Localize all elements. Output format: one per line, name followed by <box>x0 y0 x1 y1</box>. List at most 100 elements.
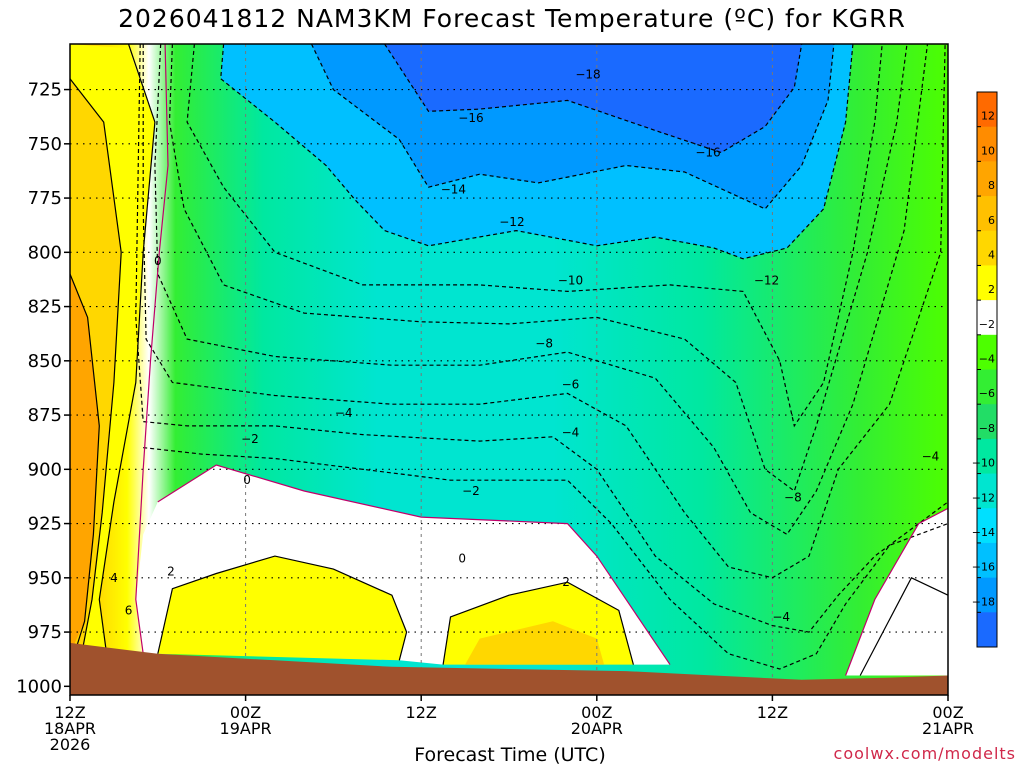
band-cold-18 <box>384 44 802 153</box>
y-tick-label-1000: 1000 <box>16 676 62 697</box>
contour-label-15: −2 <box>462 484 480 498</box>
y-tick-label-725: 725 <box>28 80 62 101</box>
contour-label-3: −14 <box>441 182 466 196</box>
contour-plus4 <box>69 78 122 654</box>
contour-label-21: 4 <box>110 571 118 585</box>
contour-lines <box>69 43 949 676</box>
colorbar-label-13: −16 <box>972 561 995 574</box>
contour-minus8 <box>154 43 929 536</box>
contour-label-6: −10 <box>558 274 583 288</box>
band-white-low <box>135 465 671 665</box>
contour-minus18 <box>384 43 803 154</box>
contour-label-16: 0 <box>243 473 251 487</box>
y-tick-label-925: 925 <box>28 514 62 535</box>
x-tick-label-12-0: 00Z <box>230 703 261 722</box>
ground-surface <box>70 642 948 695</box>
band-warm-low1 <box>157 556 407 661</box>
x-tick-label-60-0: 00Z <box>932 703 963 722</box>
ground-fill <box>70 642 948 695</box>
contour-label-1: −16 <box>458 111 483 125</box>
contour-label-4: −12 <box>499 215 524 229</box>
colorbar-swatch-12 <box>977 508 997 544</box>
colorbar-swatch-7 <box>977 334 997 370</box>
colorbar-swatch-11 <box>977 473 997 509</box>
band-white-right <box>845 508 948 676</box>
contour-minus16 <box>310 43 835 210</box>
contour-plus2-c <box>859 577 949 676</box>
x-axis-label: Forecast Time (UTC) <box>414 744 606 766</box>
colorbar-label-3: 6 <box>988 214 995 227</box>
colorbar-swatch-8 <box>977 369 997 405</box>
contour-label-12: −4 <box>772 610 790 624</box>
contour-minus10 <box>168 43 908 492</box>
colorbar-swatch-15 <box>977 612 997 648</box>
contour-zero-a <box>157 464 671 665</box>
contour-minus6 <box>142 43 946 579</box>
colorbar: 12 10 8 6 4 2 −2 −4 −6 −8 −10 −12 −14 −16 −18 <box>972 91 998 648</box>
x-tick-label-48-0: 12Z <box>757 703 788 722</box>
contour-label-0: −18 <box>575 67 600 81</box>
colorbar-swatch-6 <box>977 300 997 336</box>
colorbar-swatch-10 <box>977 438 997 475</box>
colorbar-label-11: −12 <box>972 491 995 504</box>
colorbar-swatch-1 <box>977 126 997 162</box>
contour-minus2 <box>143 447 949 670</box>
band-warm-6 <box>70 274 100 654</box>
chart-title: 2026041812 NAM3KM Forecast Temperature (… <box>118 4 906 33</box>
y-tick-label-850: 850 <box>28 351 62 372</box>
colorbar-label-1: 10 <box>981 144 995 157</box>
contour-label-2: −16 <box>695 146 720 160</box>
colorbar-swatch-2 <box>977 161 997 197</box>
contour-label-13: −4 <box>922 449 940 463</box>
colorbar-label-4: 4 <box>988 248 995 261</box>
contour-label-22: 6 <box>125 603 133 617</box>
x-tick-label-0-2: 2026 <box>50 735 91 754</box>
contour-label-14: −2 <box>241 432 259 446</box>
band-warm-low3 <box>465 621 605 665</box>
contour-label-7: −8 <box>535 336 553 350</box>
colorbar-swatch-9 <box>977 404 997 440</box>
temperature-field <box>70 44 948 695</box>
x-tick-label-12-1: 19APR <box>220 719 272 738</box>
contour-label-8: −8 <box>784 491 802 505</box>
contour-zero-c <box>135 43 169 654</box>
y-tick-label-750: 750 <box>28 134 62 155</box>
colorbar-label-0: 12 <box>981 110 995 123</box>
x-tick-label-60-1: 21APR <box>922 719 974 738</box>
y-tick-label-900: 900 <box>28 459 62 480</box>
colorbar-label-10: −10 <box>972 457 995 470</box>
colorbar-swatch-3 <box>977 196 997 232</box>
contour-plus2-a <box>157 555 408 661</box>
contour-label-17: 0 <box>458 551 466 565</box>
colorbar-label-6: −2 <box>979 318 995 331</box>
y-tick-label-800: 800 <box>28 242 62 263</box>
contour-plus2-b <box>442 581 634 665</box>
colorbar-label-5: 2 <box>988 283 995 296</box>
contour-label-19: 2 <box>167 564 175 578</box>
colorbar-label-9: −8 <box>979 422 995 435</box>
contour-zero-b <box>845 507 949 676</box>
x-tick-label-36-0: 00Z <box>581 703 612 722</box>
contour-labels: −18 −16 −16 −14 −12 −12 −10 −8 −8 −6 −4 −4 −4 −4 −2 −2 0… <box>110 67 940 624</box>
x-tick-label-0-0: 12Z <box>54 703 85 722</box>
contour-label-18: 0 <box>154 254 162 268</box>
credit-text: coolwx.com/modelts <box>833 744 1016 763</box>
contour-label-20: 2 <box>562 575 570 589</box>
y-tick-label-775: 775 <box>28 188 62 209</box>
contour-minus14 <box>220 43 854 260</box>
colorbar-label-14: −18 <box>972 595 995 608</box>
contour-minus12 <box>186 43 883 428</box>
colorbar-swatch-5 <box>977 265 997 301</box>
colorbar-swatch-14 <box>977 577 997 613</box>
y-tick-label-825: 825 <box>28 297 62 318</box>
colorbar-label-12: −14 <box>972 526 995 539</box>
y-tick-label-875: 875 <box>28 405 62 426</box>
contour-plus6 <box>69 273 100 654</box>
x-tick-label-0-1: 18APR <box>44 719 96 738</box>
contour-plus2-d <box>98 43 156 654</box>
x-tick-label-36-1: 20APR <box>571 719 623 738</box>
colorbar-swatch-13 <box>977 542 997 579</box>
colorbar-label-8: −6 <box>979 387 995 400</box>
contour-label-5: −12 <box>754 274 779 288</box>
